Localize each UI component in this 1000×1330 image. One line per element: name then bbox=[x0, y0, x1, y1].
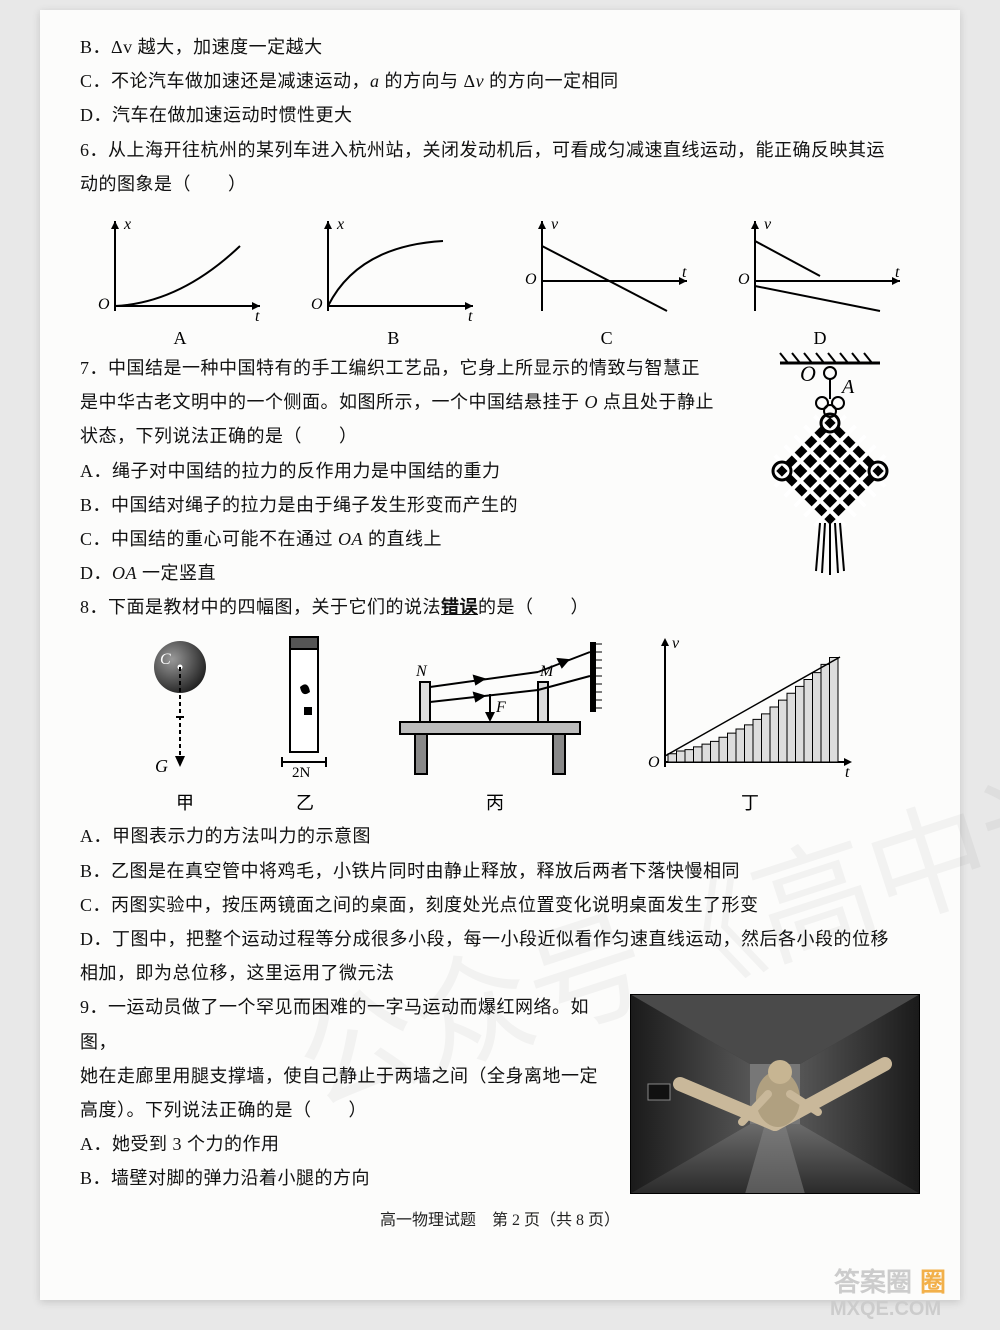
svg-text:v: v bbox=[551, 216, 559, 233]
svg-text:N: N bbox=[415, 663, 428, 680]
svg-text:O: O bbox=[738, 271, 750, 288]
svg-text:t: t bbox=[845, 764, 850, 781]
q5-optB: B．Δv 越大，加速度一定越大 bbox=[80, 30, 920, 64]
q6-chart-A: O t x A bbox=[80, 211, 280, 349]
q5-optC-a: a bbox=[370, 71, 380, 91]
q8-optD2: 相加，即为总位移，这里运用了微元法 bbox=[80, 956, 920, 990]
q6-label-D: D bbox=[720, 328, 920, 349]
q6-label-B: B bbox=[293, 328, 493, 349]
svg-text:2N: 2N bbox=[292, 765, 311, 781]
svg-text:t: t bbox=[468, 308, 473, 321]
q5-optC-post: 的方向一定相同 bbox=[484, 71, 619, 91]
q8-fig-yi: 2N 乙 bbox=[260, 632, 350, 815]
q6-label-A: A bbox=[80, 328, 280, 349]
q5-optC-pre: C．不论汽车做加速还是减速运动， bbox=[80, 71, 370, 91]
q6-chart-D: O t v D bbox=[720, 211, 920, 349]
svg-text:MXQE.COM: MXQE.COM bbox=[830, 1298, 941, 1320]
svg-text:x: x bbox=[123, 216, 131, 233]
q6-stem-1: 6．从上海开往杭州的某列车进入杭州站，关闭发动机后，可看成匀减速直线运动，能正确… bbox=[80, 133, 920, 167]
q6-charts: O t x A O t x B bbox=[80, 211, 920, 349]
svg-text:A: A bbox=[840, 376, 855, 398]
q8-stem: 8．下面是教材中的四幅图，关于它们的说法错误的是（ ） bbox=[80, 590, 920, 624]
q9-block: 9．一运动员做了一个罕见而困难的一字马运动而爆红网络。如图， 她在走廊里用腿支撑… bbox=[80, 990, 920, 1198]
svg-text:t: t bbox=[895, 264, 900, 281]
svg-text:v: v bbox=[764, 216, 772, 233]
svg-text:t: t bbox=[682, 264, 687, 281]
q7-block: O A bbox=[80, 351, 920, 590]
q8-optC: C．丙图实验中，按压两镜面之间的桌面，刻度处光点位置变化说明桌面发生了形变 bbox=[80, 888, 920, 922]
svg-text:O: O bbox=[525, 271, 537, 288]
q5-optC-mid: 的方向与 Δ bbox=[380, 71, 476, 91]
svg-text:G: G bbox=[155, 756, 168, 776]
q8-fig-ding: O t v 丁 bbox=[640, 632, 860, 815]
q8-fig-bing: N M bbox=[380, 632, 610, 815]
q9-photo bbox=[630, 994, 920, 1194]
svg-text:O: O bbox=[800, 361, 816, 386]
q5-optD: D．汽车在做加速运动时惯性更大 bbox=[80, 98, 920, 132]
svg-text:x: x bbox=[336, 216, 344, 233]
svg-text:O: O bbox=[98, 296, 110, 313]
svg-text:O: O bbox=[648, 754, 660, 771]
svg-text:O: O bbox=[311, 296, 323, 313]
q8-label-bing: 丙 bbox=[380, 789, 610, 815]
q6-chart-C: O t v C bbox=[507, 211, 707, 349]
q6-chart-B: O t x B bbox=[293, 211, 493, 349]
q8-label-jia: 甲 bbox=[140, 789, 230, 815]
q5-optC-v: v bbox=[476, 71, 485, 91]
q7-knot-figure: O A bbox=[770, 351, 920, 586]
q5-optC: C．不论汽车做加速还是减速运动，a 的方向与 Δv 的方向一定相同 bbox=[80, 64, 920, 98]
q8-fig-jia: C G 甲 bbox=[140, 632, 230, 815]
q8-label-ding: 丁 bbox=[640, 789, 860, 815]
q6-label-C: C bbox=[507, 328, 707, 349]
q8-optA: A．甲图表示力的方法叫力的示意图 bbox=[80, 819, 920, 853]
svg-text:F: F bbox=[495, 699, 506, 716]
q8-label-yi: 乙 bbox=[260, 789, 350, 815]
svg-text:t: t bbox=[255, 308, 260, 321]
q8-optB: B．乙图是在真空管中将鸡毛，小铁片同时由静止释放，释放后两者下落快慢相同 bbox=[80, 854, 920, 888]
q8-figures: C G 甲 2N 乙 bbox=[80, 632, 920, 815]
svg-text:C: C bbox=[160, 651, 171, 668]
page-footer: 高一物理试题 第 2 页（共 8 页） bbox=[80, 1206, 920, 1230]
q8-optD1: D．丁图中，把整个运动过程等分成很多小段，每一小段近似看作匀速直线运动，然后各小… bbox=[80, 922, 920, 956]
svg-text:v: v bbox=[672, 635, 680, 652]
q6-stem-2: 动的图象是（ ） bbox=[80, 167, 920, 201]
